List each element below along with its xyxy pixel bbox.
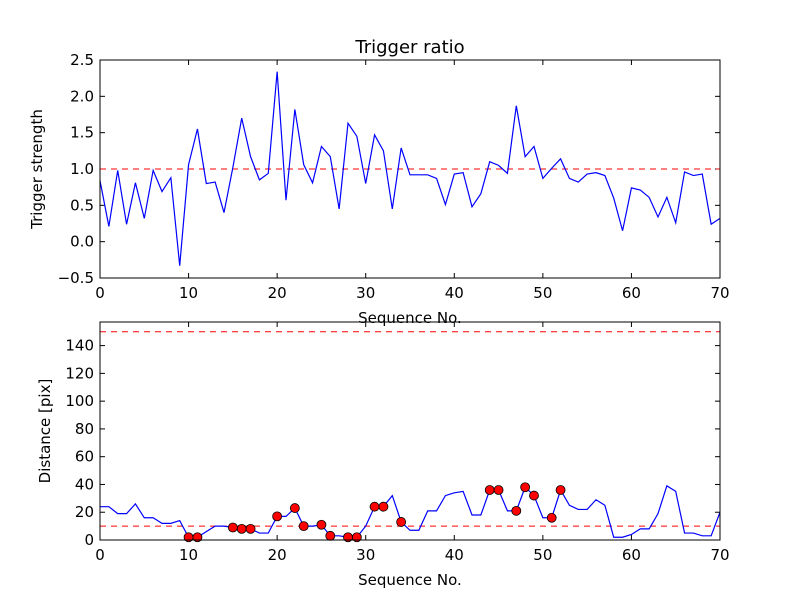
x-tick-label: 50	[533, 546, 552, 564]
x-tick-label: 30	[356, 284, 375, 302]
distance-chart: 0 10 20 30 40 50 60 70 0 20 40 60 80 100 120 140 Seque…	[36, 321, 730, 589]
y-tick-label: 1.5	[70, 124, 94, 142]
data-point-marker	[369, 501, 380, 512]
x-tick-label: 50	[533, 284, 552, 302]
y-axis-label: Distance [pix]	[36, 379, 54, 484]
y-tick-labels: 0 20 40 60 80 100 120 140	[65, 337, 94, 549]
x-tick-label: 0	[95, 546, 105, 564]
data-point-marker	[511, 505, 522, 516]
x-tick-label: 40	[445, 284, 464, 302]
data-point-marker	[493, 485, 504, 495]
data-point-marker	[555, 485, 566, 495]
data-point-marker	[484, 485, 495, 495]
y-tick-label: 40	[75, 475, 94, 493]
y-tick-label: 1.0	[70, 160, 94, 178]
series-lines	[100, 484, 721, 538]
series-line	[99, 71, 721, 266]
x-tick-label: 20	[268, 284, 287, 302]
y-tick-label: 60	[75, 448, 94, 466]
chart-title: Trigger ratio	[354, 37, 464, 58]
y-tick-label: 0.0	[70, 233, 94, 251]
data-point-marker	[378, 501, 389, 512]
reference-lines	[100, 331, 720, 527]
x-tick-marks	[99, 322, 721, 541]
x-axis-label: Sequence No.	[358, 571, 462, 589]
series-lines	[99, 71, 721, 266]
y-tick-label: 20	[75, 503, 94, 521]
y-axis-label: Trigger strength	[28, 109, 46, 230]
x-tick-label: 70	[710, 546, 729, 564]
y-tick-labels: −0.5 0.0 0.5 1.0 1.5 2.0 2.5	[58, 51, 94, 287]
x-tick-label: 10	[179, 284, 198, 302]
x-tick-labels: 0 10 20 30 40 50 60 70	[95, 284, 729, 302]
data-point-marker	[351, 532, 362, 543]
data-point-marker	[396, 517, 407, 527]
data-point-marker	[520, 482, 531, 493]
plot-frame	[99, 321, 721, 541]
x-tick-label: 70	[710, 284, 729, 302]
x-tick-labels: 0 10 20 30 40 50 60 70	[95, 546, 729, 564]
data-point-marker	[272, 511, 283, 522]
trigger-ratio-chart: Trigger ratio 0 10 20 30 40 50 60 70 −0.5 0.0 0.5…	[28, 37, 730, 327]
data-point-marker	[236, 523, 247, 534]
y-tick-label: 2.5	[70, 51, 94, 69]
data-point-marker	[227, 522, 238, 533]
x-tick-label: 0	[95, 284, 105, 302]
y-tick-label: 80	[75, 420, 94, 438]
data-point-marker	[316, 519, 327, 530]
x-tick-label: 60	[622, 546, 641, 564]
x-tick-label: 40	[445, 546, 464, 564]
x-tick-label: 20	[268, 546, 287, 564]
y-tick-label: 0	[84, 531, 94, 549]
data-point-marker	[245, 523, 256, 534]
y-tick-label: −0.5	[58, 269, 94, 287]
flagged-markers	[183, 482, 566, 543]
data-point-marker	[529, 490, 539, 501]
y-tick-label: 120	[65, 364, 94, 382]
data-point-marker	[546, 512, 557, 523]
x-tick-label: 30	[356, 546, 375, 564]
data-point-marker	[298, 521, 309, 532]
y-tick-label: 100	[65, 392, 94, 410]
data-point-marker	[289, 503, 300, 513]
series-line	[100, 484, 721, 538]
plot-frame	[99, 59, 721, 279]
x-axis-label: Sequence No.	[358, 309, 462, 327]
data-point-marker	[325, 530, 336, 541]
y-tick-label: 140	[65, 337, 94, 355]
x-tick-label: 10	[179, 546, 198, 564]
x-tick-label: 60	[622, 284, 641, 302]
y-tick-label: 0.5	[70, 196, 94, 214]
y-tick-label: 2.0	[70, 87, 94, 105]
data-point-marker	[192, 532, 203, 543]
